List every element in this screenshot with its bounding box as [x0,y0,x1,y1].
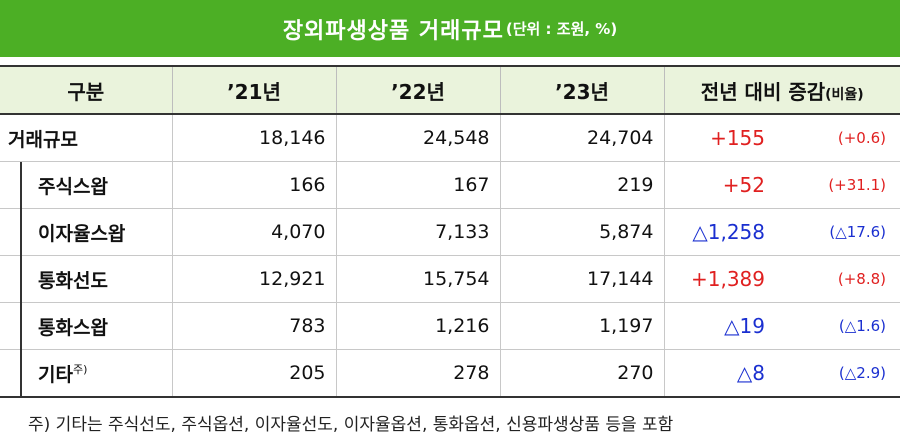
change-value: △19 [724,314,765,338]
value-2022: 278 [335,349,500,398]
header-2022: ’22년 [335,65,500,115]
value-2023: 270 [499,349,664,398]
change-cell: △1,258 (△17.6) [663,208,900,256]
header-change: 전년 대비 증감(비율) [663,65,900,115]
change-cell: △8 (△2.9) [663,349,900,398]
row-category-cell: 기타주) [0,349,172,398]
table-row: 통화스왑 783 1,216 1,197 △19 (△1.6) [0,302,900,350]
value-2021: 783 [171,302,336,350]
change-cell: +1,389 (+8.8) [663,255,900,303]
table-row: 거래규모 18,146 24,548 24,704 +155 (+0.6) [0,114,900,162]
change-value: △8 [736,361,765,385]
change-cell: +52 (+31.1) [663,161,900,209]
change-ratio: (△2.9) [838,364,886,382]
change-cell: +155 (+0.6) [663,114,900,162]
table-row: 통화선도 12,921 15,754 17,144 +1,389 (+8.8) [0,255,900,303]
value-2022: 167 [335,161,500,209]
change-ratio: (△1.6) [838,317,886,335]
group-bracket [20,303,22,350]
change-ratio: (+8.8) [837,270,886,288]
volume-table: 구분 ’21년 ’22년 ’23년 전년 대비 증감(비율) 거래규모 18,1… [0,65,900,398]
change-ratio: (+31.1) [828,176,886,194]
header-2023: ’23년 [499,65,664,115]
change-ratio: (+0.6) [837,129,886,147]
value-2022: 1,216 [335,302,500,350]
row-category-cell: 주식스왑 [0,161,172,209]
row-category: 통화스왑 [38,316,108,339]
footnote: 주) 기타는 주식선도, 주식옵션, 이자율선도, 이자율옵션, 통화옵션, 신… [28,415,674,435]
header-ratio-label: (비율) [825,86,864,103]
table-row: 주식스왑 166 167 219 +52 (+31.1) [0,161,900,209]
row-category: 기타 [38,363,73,386]
table-title: 장외파생상품 거래규모 [282,18,504,44]
table-row: 이자율스왑 4,070 7,133 5,874 △1,258 (△17.6) [0,208,900,256]
value-2023: 5,874 [499,208,664,256]
header-2021: ’21년 [171,65,336,115]
value-2021: 166 [171,161,336,209]
group-bracket [20,256,22,303]
table-title-bar: 장외파생상품 거래규모 (단위 : 조원, %) [0,0,900,57]
value-2021: 205 [171,349,336,398]
value-2023: 219 [499,161,664,209]
footnote-marker: 주) [72,362,88,376]
change-value: +52 [722,173,765,197]
row-category-cell: 통화스왑 [0,302,172,350]
value-2022: 15,754 [335,255,500,303]
value-2021: 12,921 [171,255,336,303]
value-2021: 4,070 [171,208,336,256]
group-bracket [20,209,22,256]
row-category: 주식스왑 [38,175,108,198]
table-row: 기타주) 205 278 270 △8 (△2.9) [0,349,900,398]
row-category: 통화선도 [38,269,108,292]
group-bracket [20,162,22,209]
value-2023: 17,144 [499,255,664,303]
unit-label: (단위 : 조원, %) [505,20,618,38]
value-2022: 24,548 [335,114,500,162]
value-2021: 18,146 [171,114,336,162]
row-category-cell: 이자율스왑 [0,208,172,256]
row-category-cell: 통화선도 [0,255,172,303]
header-change-label: 전년 대비 증감 [700,79,826,104]
change-cell: △19 (△1.6) [663,302,900,350]
change-ratio: (△17.6) [829,223,886,241]
change-value: +155 [710,126,765,150]
row-category: 이자율스왑 [38,222,126,245]
group-bracket [20,350,22,396]
header-category: 구분 [0,65,172,115]
value-2023: 24,704 [499,114,664,162]
change-value: △1,258 [692,220,765,244]
value-2022: 7,133 [335,208,500,256]
change-value: +1,389 [690,267,765,291]
header-row: 구분 ’21년 ’22년 ’23년 전년 대비 증감(비율) [0,65,900,115]
row-category: 거래규모 [0,114,172,162]
value-2023: 1,197 [499,302,664,350]
